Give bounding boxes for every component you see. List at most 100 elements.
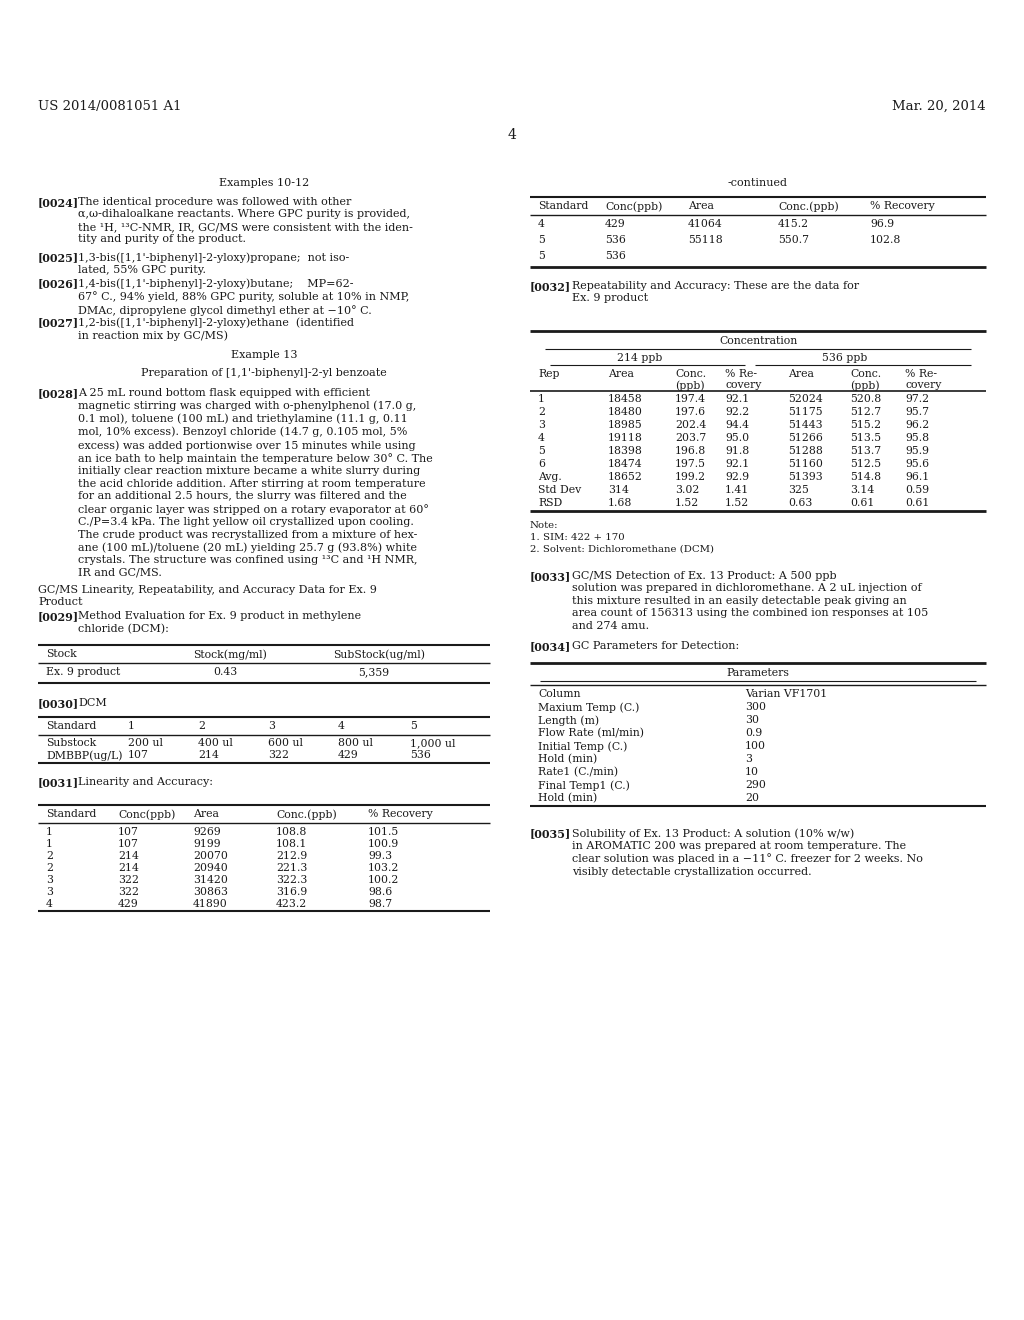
Text: Solubility of Ex. 13 Product: A solution (10% w/w)
in AROMATIC 200 was prepared : Solubility of Ex. 13 Product: A solution… bbox=[572, 828, 923, 876]
Text: Conc.(ppb): Conc.(ppb) bbox=[276, 809, 337, 820]
Text: 96.1: 96.1 bbox=[905, 473, 929, 482]
Text: 0.43: 0.43 bbox=[213, 667, 238, 677]
Text: 1,4-bis([1,1'-biphenyl]-2-yloxy)butane;    MP=62-
67° C., 94% yield, 88% GPC pur: 1,4-bis([1,1'-biphenyl]-2-yloxy)butane; … bbox=[78, 279, 410, 315]
Text: Linearity and Accuracy:: Linearity and Accuracy: bbox=[78, 777, 213, 787]
Text: 1.41: 1.41 bbox=[725, 484, 750, 495]
Text: 512.5: 512.5 bbox=[850, 459, 881, 469]
Text: 107: 107 bbox=[128, 750, 148, 760]
Text: Column: Column bbox=[538, 689, 581, 700]
Text: SubStock(ug/ml): SubStock(ug/ml) bbox=[333, 649, 425, 660]
Text: 5,359: 5,359 bbox=[358, 667, 389, 677]
Text: 3.14: 3.14 bbox=[850, 484, 874, 495]
Text: 96.9: 96.9 bbox=[870, 219, 894, 228]
Text: 2: 2 bbox=[46, 863, 53, 873]
Text: 316.9: 316.9 bbox=[276, 887, 307, 898]
Text: 51160: 51160 bbox=[788, 459, 823, 469]
Text: DCM: DCM bbox=[78, 698, 106, 708]
Text: 536: 536 bbox=[605, 251, 626, 261]
Text: 536: 536 bbox=[605, 235, 626, 246]
Text: Area: Area bbox=[193, 809, 219, 818]
Text: 3: 3 bbox=[46, 887, 53, 898]
Text: 3.02: 3.02 bbox=[675, 484, 699, 495]
Text: 20: 20 bbox=[745, 793, 759, 803]
Text: 520.8: 520.8 bbox=[850, 393, 882, 404]
Text: [0032]: [0032] bbox=[530, 281, 571, 292]
Text: 97.2: 97.2 bbox=[905, 393, 929, 404]
Text: Initial Temp (C.): Initial Temp (C.) bbox=[538, 741, 628, 751]
Text: 100.2: 100.2 bbox=[368, 875, 399, 884]
Text: 98.6: 98.6 bbox=[368, 887, 392, 898]
Text: 1: 1 bbox=[538, 393, 545, 404]
Text: Parameters: Parameters bbox=[727, 668, 790, 678]
Text: [0034]: [0034] bbox=[530, 642, 571, 652]
Text: 429: 429 bbox=[338, 750, 358, 760]
Text: 18458: 18458 bbox=[608, 393, 643, 404]
Text: 1. SIM: 422 + 170: 1. SIM: 422 + 170 bbox=[530, 533, 625, 543]
Text: Maxium Temp (C.): Maxium Temp (C.) bbox=[538, 702, 639, 713]
Text: 1,3-bis([1,1'-biphenyl]-2-yloxy)propane;  not iso-
lated, 55% GPC purity.: 1,3-bis([1,1'-biphenyl]-2-yloxy)propane;… bbox=[78, 252, 349, 275]
Text: covery: covery bbox=[905, 380, 941, 389]
Text: 41064: 41064 bbox=[688, 219, 723, 228]
Text: Rate1 (C./min): Rate1 (C./min) bbox=[538, 767, 618, 777]
Text: 51266: 51266 bbox=[788, 433, 823, 444]
Text: 102.8: 102.8 bbox=[870, 235, 901, 246]
Text: [0025]: [0025] bbox=[38, 252, 79, 263]
Text: 325: 325 bbox=[788, 484, 809, 495]
Text: 95.6: 95.6 bbox=[905, 459, 929, 469]
Text: 5: 5 bbox=[538, 251, 545, 261]
Text: Standard: Standard bbox=[46, 721, 96, 731]
Text: % Recovery: % Recovery bbox=[870, 201, 935, 211]
Text: Stock: Stock bbox=[46, 649, 77, 659]
Text: 197.5: 197.5 bbox=[675, 459, 706, 469]
Text: 107: 107 bbox=[118, 840, 139, 849]
Text: GC/MS Detection of Ex. 13 Product: A 500 ppb
solution was prepared in dichlorome: GC/MS Detection of Ex. 13 Product: A 500… bbox=[572, 572, 928, 631]
Text: 423.2: 423.2 bbox=[276, 899, 307, 909]
Text: 0.63: 0.63 bbox=[788, 498, 812, 508]
Text: 92.9: 92.9 bbox=[725, 473, 750, 482]
Text: 98.7: 98.7 bbox=[368, 899, 392, 909]
Text: Length (m): Length (m) bbox=[538, 715, 599, 726]
Text: 600 ul: 600 ul bbox=[268, 738, 303, 748]
Text: 400 ul: 400 ul bbox=[198, 738, 232, 748]
Text: 4: 4 bbox=[338, 721, 345, 731]
Text: 800 ul: 800 ul bbox=[338, 738, 373, 748]
Text: 9269: 9269 bbox=[193, 828, 221, 837]
Text: 1.52: 1.52 bbox=[725, 498, 750, 508]
Text: (ppb): (ppb) bbox=[675, 380, 705, 391]
Text: Varian VF1701: Varian VF1701 bbox=[745, 689, 827, 700]
Text: 429: 429 bbox=[605, 219, 626, 228]
Text: 200 ul: 200 ul bbox=[128, 738, 163, 748]
Text: 1.68: 1.68 bbox=[608, 498, 633, 508]
Text: -continued: -continued bbox=[728, 178, 788, 187]
Text: [0030]: [0030] bbox=[38, 698, 79, 709]
Text: 31420: 31420 bbox=[193, 875, 228, 884]
Text: 513.7: 513.7 bbox=[850, 446, 881, 455]
Text: RSD: RSD bbox=[538, 498, 562, 508]
Text: % Recovery: % Recovery bbox=[368, 809, 433, 818]
Text: 4: 4 bbox=[538, 433, 545, 444]
Text: 199.2: 199.2 bbox=[675, 473, 707, 482]
Text: [0029]: [0029] bbox=[38, 611, 79, 622]
Text: 0.9: 0.9 bbox=[745, 729, 762, 738]
Text: Note:: Note: bbox=[530, 521, 558, 531]
Text: 19118: 19118 bbox=[608, 433, 643, 444]
Text: Avg.: Avg. bbox=[538, 473, 562, 482]
Text: 20940: 20940 bbox=[193, 863, 227, 873]
Text: 322: 322 bbox=[118, 887, 139, 898]
Text: GC/MS Linearity, Repeatability, and Accuracy Data for Ex. 9
Product: GC/MS Linearity, Repeatability, and Accu… bbox=[38, 585, 377, 607]
Text: 0.61: 0.61 bbox=[905, 498, 930, 508]
Text: [0026]: [0026] bbox=[38, 279, 79, 289]
Text: 0.61: 0.61 bbox=[850, 498, 874, 508]
Text: 95.9: 95.9 bbox=[905, 446, 929, 455]
Text: Substock: Substock bbox=[46, 738, 96, 748]
Text: Conc(ppb): Conc(ppb) bbox=[605, 201, 663, 211]
Text: Example 13: Example 13 bbox=[230, 350, 297, 360]
Text: 536 ppb: 536 ppb bbox=[822, 352, 867, 363]
Text: Final Temp1 (C.): Final Temp1 (C.) bbox=[538, 780, 630, 791]
Text: 2. Solvent: Dichloromethane (DCM): 2. Solvent: Dichloromethane (DCM) bbox=[530, 545, 714, 554]
Text: 2: 2 bbox=[538, 407, 545, 417]
Text: 415.2: 415.2 bbox=[778, 219, 809, 228]
Text: 512.7: 512.7 bbox=[850, 407, 881, 417]
Text: 300: 300 bbox=[745, 702, 766, 711]
Text: 290: 290 bbox=[745, 780, 766, 789]
